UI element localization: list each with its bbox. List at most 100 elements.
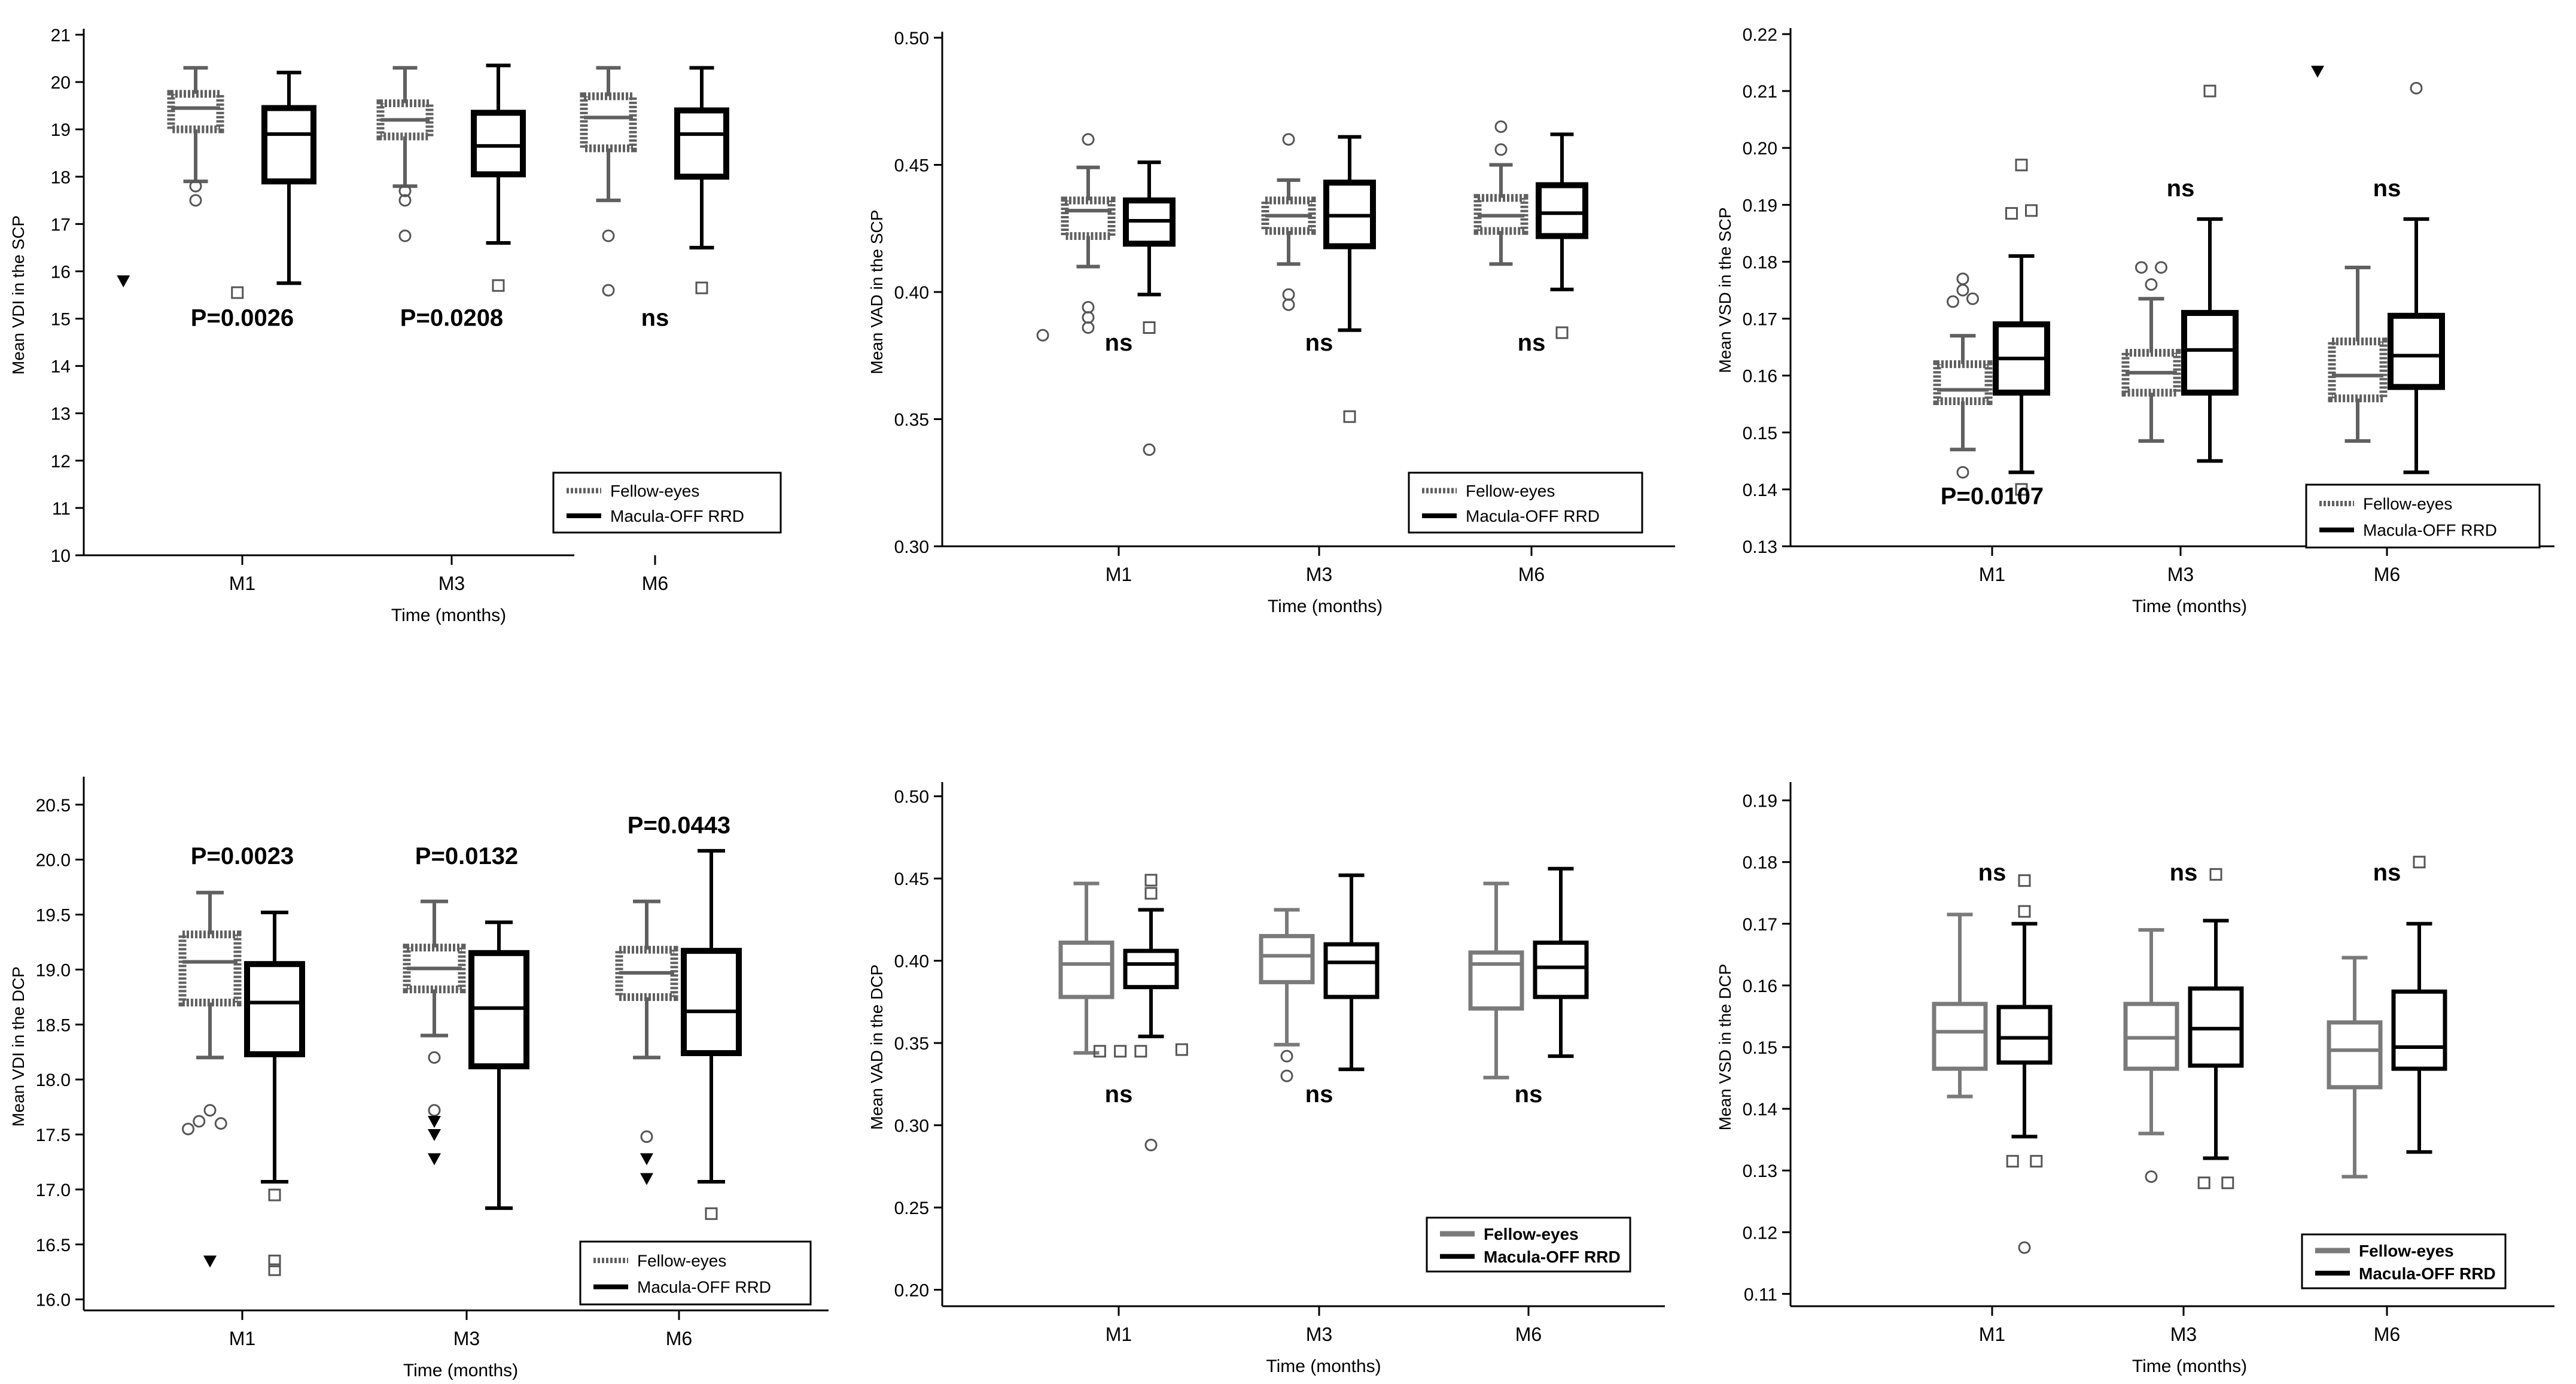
outlier-circle bbox=[214, 1117, 227, 1130]
y-tick-label: 13 bbox=[51, 404, 71, 424]
y-tick-label: 0.15 bbox=[1743, 424, 1777, 443]
iqr-box bbox=[178, 930, 242, 1006]
x-tick-label: M1 bbox=[229, 1328, 255, 1349]
panel-vad-dcp: 0.20 0.25 0.30 0.35 0.40 0.45 0.50 M1 M3 M6 Time (… bbox=[867, 782, 1665, 1376]
box-fellow-eyes-m3 bbox=[1261, 133, 1316, 311]
outlier-square bbox=[1144, 874, 1158, 887]
significance-label: P=0.0132 bbox=[415, 843, 518, 869]
x-tick-label: M1 bbox=[1106, 1324, 1132, 1345]
outlier-circle bbox=[1282, 288, 1295, 301]
box-macula-off-rrd-m6 bbox=[1536, 132, 1588, 339]
box-macula-off-rrd-m1 bbox=[231, 71, 316, 299]
x-tick-label: M3 bbox=[2167, 564, 2194, 585]
outlier-circle bbox=[193, 1115, 206, 1128]
outlier-circle bbox=[428, 1051, 441, 1064]
legend-box bbox=[2305, 483, 2541, 549]
y-tick-label: 0.21 bbox=[1743, 82, 1777, 102]
outlier-circle bbox=[602, 284, 615, 297]
box-fellow-eyes-m1 bbox=[1932, 912, 1988, 1099]
box-macula-off-rrd-m3 bbox=[1323, 873, 1380, 1072]
iqr-box bbox=[1123, 948, 1179, 990]
y-tick-label: 14 bbox=[51, 357, 71, 377]
legend: Fellow-eyes Macula-OFF RRD bbox=[552, 472, 782, 534]
y-tick-label: 0.15 bbox=[1743, 1038, 1777, 1058]
x-tick-label: M1 bbox=[1106, 564, 1132, 585]
y-tick-label: 16.5 bbox=[36, 1236, 71, 1255]
box-fellow-eyes-m3 bbox=[403, 899, 466, 1166]
outlier-circle bbox=[1280, 1050, 1293, 1063]
x-axis-title: Time (months) bbox=[2132, 1356, 2247, 1376]
box-macula-off-rrd-m1 bbox=[1093, 874, 1188, 1152]
legend-box bbox=[1426, 1216, 1631, 1273]
outlier-square bbox=[2005, 207, 2018, 220]
outlier-triangle bbox=[428, 1129, 441, 1141]
iqr-box bbox=[1259, 933, 1315, 984]
legend-box bbox=[552, 472, 782, 534]
outlier-square bbox=[1555, 326, 1569, 339]
y-tick-label: 12 bbox=[51, 452, 71, 472]
box-macula-off-rrd-m3 bbox=[2188, 868, 2244, 1190]
outlier-square bbox=[2006, 1155, 2019, 1168]
iqr-box bbox=[674, 107, 729, 180]
legend-label: Macula-OFF RRD bbox=[1466, 507, 1600, 525]
outlier-circle bbox=[1956, 284, 1969, 297]
panel-vsd-dcp: 0.11 0.12 0.13 0.14 0.15 0.16 0.17 0.18 0.19 M1 M3… bbox=[1716, 782, 2554, 1376]
y-tick-label: 0.40 bbox=[894, 952, 929, 972]
x-axis-title: Time (months) bbox=[391, 606, 506, 625]
significance-label: ns bbox=[1515, 1081, 1543, 1108]
x-tick-label: M3 bbox=[1306, 1324, 1332, 1345]
significance-label: ns bbox=[1305, 330, 1333, 356]
box-fellow-eyes-m6 bbox=[2328, 265, 2388, 443]
iqr-box bbox=[1533, 940, 1589, 999]
y-tick-label: 16 bbox=[51, 262, 71, 282]
y-tick-label: 0.17 bbox=[1743, 915, 1777, 935]
y-tick-label: 0.19 bbox=[1743, 196, 1777, 215]
x-axis-title: Time (months) bbox=[403, 1361, 518, 1380]
outlier-circle bbox=[398, 184, 412, 197]
significance-label: ns bbox=[2167, 175, 2195, 202]
box-macula-off-rrd-m1 bbox=[1996, 874, 2053, 1254]
y-axis-title: Mean VDI in the DCP bbox=[9, 966, 28, 1127]
significance-label: ns bbox=[2170, 860, 2198, 886]
outlier-circle bbox=[1082, 321, 1095, 334]
outlier-square bbox=[1134, 1045, 1147, 1058]
y-tick-label: 0.35 bbox=[894, 410, 929, 430]
x-tick-label: M1 bbox=[229, 573, 255, 594]
y-tick-label: 0.19 bbox=[1743, 792, 1777, 811]
legend-label: Fellow-eyes bbox=[637, 1252, 726, 1270]
legend-label: Fellow-eyes bbox=[2363, 495, 2452, 513]
outlier-circle bbox=[182, 1123, 194, 1136]
box-fellow-eyes-m6 bbox=[580, 66, 637, 297]
legend-label: Fellow-eyes bbox=[610, 482, 699, 500]
outlier-square bbox=[1144, 887, 1158, 900]
significance-label: P=0.0443 bbox=[628, 813, 730, 839]
outlier-circle bbox=[1947, 295, 1959, 308]
outlier-square bbox=[2030, 1155, 2043, 1168]
iqr-box bbox=[1932, 1002, 1988, 1071]
outlier-circle bbox=[1144, 1139, 1158, 1152]
y-tick-label: 0.14 bbox=[1743, 480, 1777, 500]
y-tick-label: 0.16 bbox=[1743, 367, 1777, 387]
legend-label: Fellow-eyes bbox=[1484, 1225, 1579, 1243]
y-tick-label: 17.0 bbox=[36, 1181, 71, 1200]
y-tick-label: 0.50 bbox=[894, 29, 929, 48]
x-axis-title: Time (months) bbox=[1268, 597, 1383, 616]
iqr-box bbox=[580, 92, 637, 153]
box-macula-off-rrd-m6 bbox=[674, 66, 729, 294]
outlier-square bbox=[1343, 410, 1356, 423]
y-tick-label: 0.13 bbox=[1743, 1161, 1777, 1181]
box-fellow-eyes-m1 bbox=[178, 890, 242, 1268]
legend-box bbox=[2301, 1233, 2507, 1289]
y-tick-label: 18.5 bbox=[36, 1015, 71, 1035]
outlier-square bbox=[705, 1207, 718, 1220]
x-tick-label: M1 bbox=[1979, 564, 2005, 585]
outlier-square bbox=[1175, 1043, 1188, 1056]
box-macula-off-rrd-m6 bbox=[2311, 65, 2445, 474]
y-tick-label: 0.18 bbox=[1743, 253, 1777, 272]
y-tick-label: 17 bbox=[51, 215, 71, 235]
outlier-circle bbox=[1082, 133, 1095, 146]
legend-label: Macula-OFF RRD bbox=[1484, 1248, 1621, 1266]
legend-label: Macula-OFF RRD bbox=[2359, 1264, 2496, 1283]
significance-label: ns bbox=[1978, 860, 2006, 886]
